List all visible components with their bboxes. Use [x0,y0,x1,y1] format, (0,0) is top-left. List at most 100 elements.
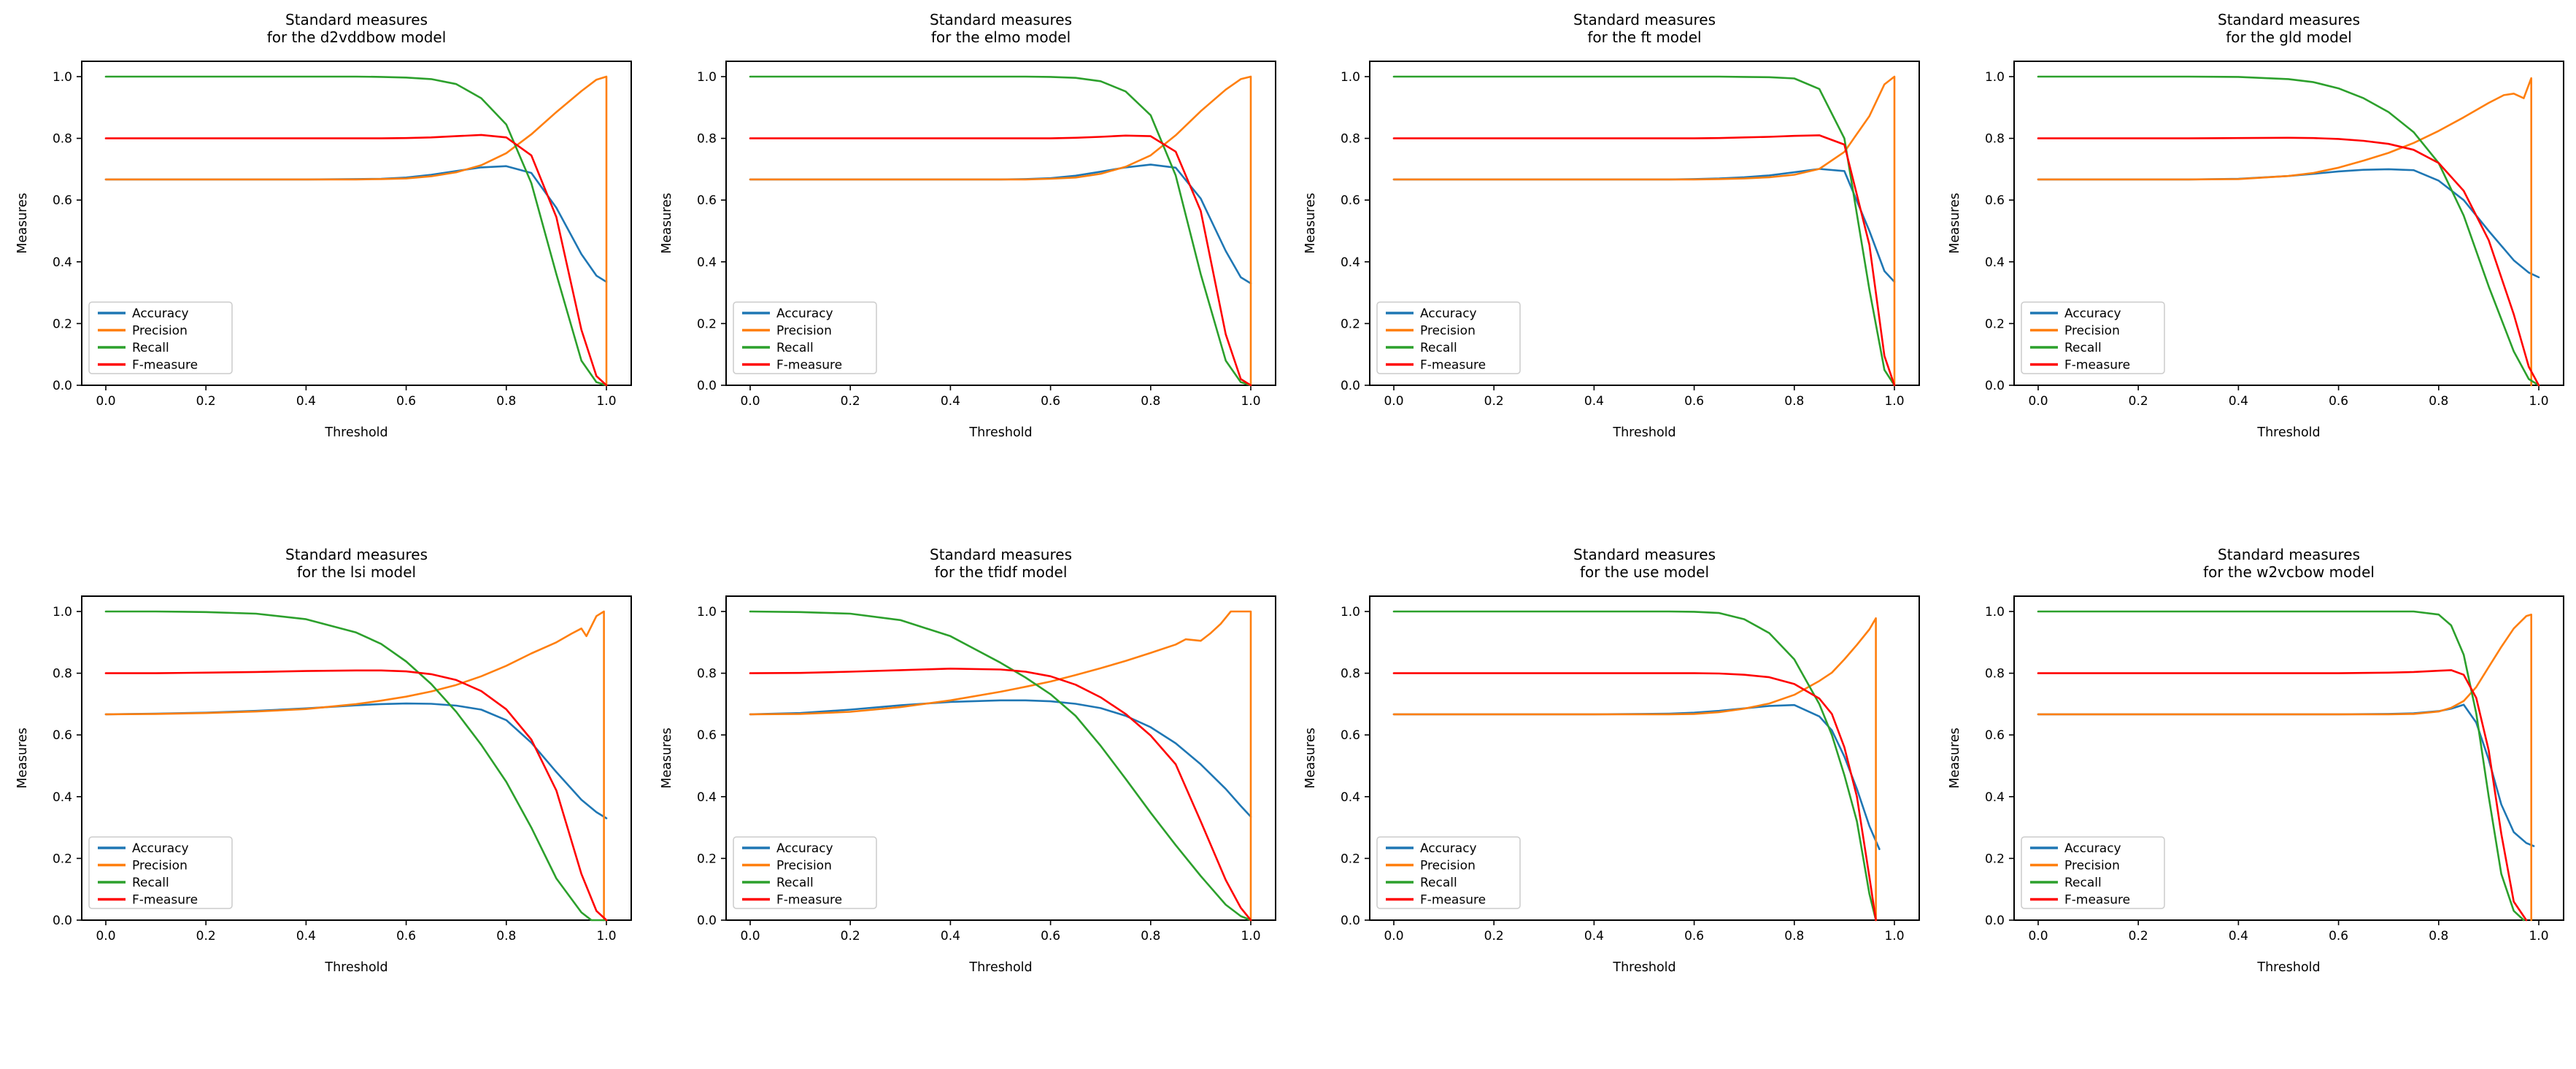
y-tick-label: 0.2 [696,852,716,866]
x-tick-label: 0.6 [1684,929,1704,943]
series-precision [749,75,1252,387]
legend-label: Recall [2064,876,2102,890]
chart-subtitle: for the d2vddbow model [267,28,447,46]
x-tick-label: 0.2 [2128,929,2148,943]
chart-subtitle: for the gld model [2226,28,2352,46]
x-tick-label: 1.0 [1884,394,1904,409]
x-tick-label: 1.0 [1241,929,1260,943]
x-axis-label: Threshold [324,960,387,975]
x-tick-label: 0.4 [940,929,960,943]
legend-label: Recall [776,876,814,890]
series-accuracy [1392,168,1896,283]
y-tick-label: 1.0 [696,605,716,620]
x-tick-label: 0.0 [1384,929,1403,943]
chart-title: Standard measures [2218,11,2360,28]
chart-subtitle: for the ft model [1587,28,1701,46]
subplot-d2vddbow: 0.0 0.2 0.4 0.6 0.8 1.0 0.0 0.2 0.4 0.6 0.8 1.0 Stan… [0,0,644,535]
axes-frame [725,61,1276,386]
x-tick-label: 0.8 [496,929,516,943]
legend-label: Accuracy [132,841,189,856]
series-f-measure [104,134,608,387]
y-tick-label: 0.0 [696,379,716,393]
series-precision [1392,75,1896,387]
legend-box [1376,835,1521,909]
legend-label: Recall [132,341,169,355]
chart-d2vddbow: 0.0 0.2 0.4 0.6 0.8 1.0 0.0 0.2 0.4 0.6 0.8 1.0 Stan… [15,11,632,440]
legend: Accuracy Precision Recall F-measure [732,835,877,909]
chart-subtitle: for the tfidf model [934,563,1067,581]
legend-label: F-measure [1420,358,1486,373]
series-f-measure [749,134,1252,387]
y-tick-label: 0.0 [1984,914,2004,928]
chart-subtitle: for the w2vcbow model [2203,563,2375,581]
subplot-lsi: 0.0 0.2 0.4 0.6 0.8 1.0 0.0 0.2 0.4 0.6 0.8 1.0 Stan… [0,535,644,1069]
y-tick-label: 0.6 [1984,728,2004,743]
x-tick-label: 0.8 [1784,929,1804,943]
x-tick-label: 0.0 [740,929,760,943]
subplot-gld: 0.0 0.2 0.4 0.6 0.8 1.0 0.0 0.2 0.4 0.6 0.8 1.0 Stan… [1932,0,2576,535]
y-tick-label: 0.4 [696,255,716,270]
x-tick-label: 0.8 [1141,394,1160,409]
legend-label: Precision [132,858,188,873]
y-tick-label: 0.6 [696,728,716,743]
legend-label: F-measure [776,892,842,907]
chart-title: Standard measures [930,11,1072,28]
chart-w2vcbow: 0.0 0.2 0.4 0.6 0.8 1.0 0.0 0.2 0.4 0.6 0.8 1.0 Stan… [1948,546,2564,975]
chart-lsi: 0.0 0.2 0.4 0.6 0.8 1.0 0.0 0.2 0.4 0.6 0.8 1.0 Stan… [15,546,632,975]
y-tick-label: 1.0 [53,70,72,85]
series-precision [2037,613,2532,921]
y-tick-label: 1.0 [696,70,716,85]
y-tick-label: 0.4 [53,790,72,804]
series-precision [2037,77,2532,387]
y-tick-label: 0.4 [53,255,72,270]
series-recall [104,75,608,387]
x-tick-label: 0.4 [1584,394,1604,409]
y-tick-label: 0.8 [696,666,716,681]
x-tick-label: 0.8 [2429,929,2448,943]
chart-title: Standard measures [1573,546,1716,563]
y-axis-label: Measures [660,728,674,789]
legend-label: Accuracy [1420,306,1477,321]
x-tick-label: 1.0 [1241,394,1260,409]
y-tick-label: 0.8 [53,132,72,147]
chart-ft: 0.0 0.2 0.4 0.6 0.8 1.0 0.0 0.2 0.4 0.6 0.8 1.0 Stan… [1303,11,1920,440]
y-tick-label: 1.0 [1984,605,2004,620]
legend-box [1376,301,1521,374]
series-f-measure [2037,668,2527,921]
y-tick-label: 0.8 [1341,132,1360,147]
y-axis-label: Measures [1303,728,1318,789]
y-axis-label: Measures [660,193,674,254]
y-tick-label: 0.6 [1341,728,1360,743]
series-recall [1392,610,1877,921]
x-tick-label: 0.4 [940,394,960,409]
x-tick-label: 0.8 [2429,394,2448,409]
x-tick-label: 1.0 [596,394,616,409]
legend-box [732,835,877,909]
series-accuracy [104,702,608,819]
legend: Accuracy Precision Recall F-measure [88,835,233,909]
axes-frame [725,595,1276,921]
subplot-use: 0.0 0.2 0.4 0.6 0.8 1.0 0.0 0.2 0.4 0.6 0.8 1.0 Stan… [1288,535,1932,1069]
legend-label: Precision [776,858,832,873]
legend-label: Precision [132,324,188,339]
subplot-w2vcbow: 0.0 0.2 0.4 0.6 0.8 1.0 0.0 0.2 0.4 0.6 0.8 1.0 Stan… [1932,535,2576,1069]
y-tick-label: 0.4 [1984,255,2004,270]
y-tick-label: 0.0 [53,379,72,393]
series-f-measure [1392,134,1896,387]
y-tick-label: 0.8 [1984,132,2004,147]
x-axis-label: Threshold [324,425,387,440]
x-tick-label: 0.0 [2028,929,2048,943]
axes-frame [2013,595,2564,921]
y-tick-label: 1.0 [1341,70,1360,85]
axes-frame [81,595,632,921]
y-tick-label: 0.8 [1341,666,1360,681]
x-tick-label: 0.6 [2329,929,2348,943]
y-tick-label: 0.0 [1984,379,2004,393]
y-tick-label: 0.6 [53,728,72,743]
legend-label: Precision [2064,858,2120,873]
legend-box [88,835,233,909]
chart-title: Standard measures [930,546,1072,563]
x-tick-label: 0.8 [1141,929,1160,943]
x-tick-label: 0.2 [1484,394,1504,409]
